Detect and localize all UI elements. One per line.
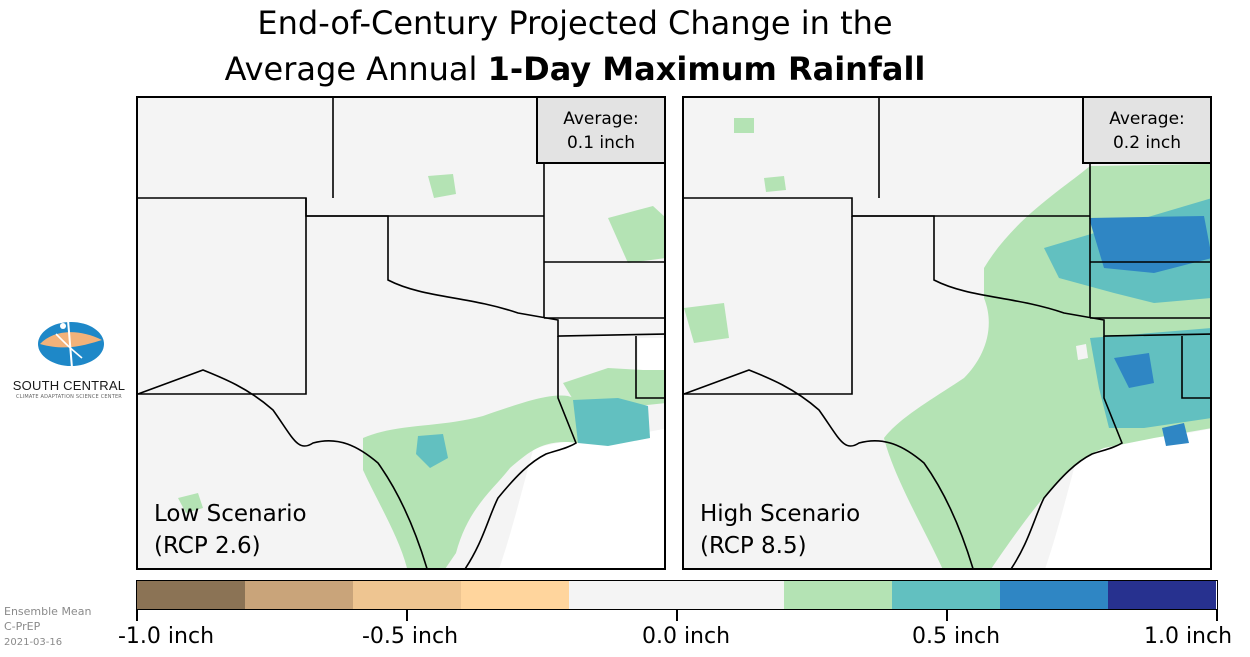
colorbar-segment bbox=[892, 581, 1001, 609]
colorbar-segment bbox=[1108, 581, 1216, 609]
scenario-label: Low Scenario (RCP 2.6) bbox=[154, 498, 307, 562]
colorbar-tick bbox=[1216, 610, 1218, 621]
scenario-rcp: (RCP 8.5) bbox=[700, 533, 807, 559]
colorbar-tick-label: 0.0 inch bbox=[641, 624, 731, 649]
colorbar-tick bbox=[946, 610, 948, 621]
average-value: 0.1 inch bbox=[566, 133, 636, 153]
south-central-logo-icon bbox=[38, 319, 104, 369]
scenario-label: High Scenario (RCP 8.5) bbox=[700, 498, 860, 562]
title-bold-part: 1-Day Maximum Rainfall bbox=[487, 50, 926, 88]
colorbar-tick bbox=[676, 610, 678, 621]
footer-date: 2021-03-16 bbox=[4, 637, 63, 648]
colorbar-tick-label: 1.0 inch bbox=[1143, 624, 1233, 649]
map-title-line2: Average Annual 1-Day Maximum Rainfall bbox=[0, 50, 1250, 88]
average-box: Average: 0.2 inch bbox=[1082, 98, 1210, 164]
colorbar-segment bbox=[460, 581, 569, 609]
scenario-rcp: (RCP 2.6) bbox=[154, 533, 261, 559]
average-label: Average: bbox=[563, 109, 639, 129]
average-value: 0.2 inch bbox=[1112, 133, 1182, 153]
colorbar-tick bbox=[406, 610, 408, 621]
colorbar-tick-label: -1.0 inch bbox=[117, 624, 215, 649]
map-title-line1: End-of-Century Projected Change in the bbox=[257, 4, 893, 42]
colorbar-segment bbox=[137, 581, 245, 609]
colorbar-tick-label: -0.5 inch bbox=[361, 624, 459, 649]
colorbar-segment bbox=[1000, 581, 1109, 609]
average-box: Average: 0.1 inch bbox=[536, 98, 664, 164]
colorbar-segment bbox=[568, 581, 677, 609]
logo-name: SOUTH CENTRAL bbox=[12, 378, 126, 393]
high-scenario-map-drawing bbox=[684, 98, 1210, 568]
average-label: Average: bbox=[1109, 109, 1185, 129]
colorbar-segment bbox=[244, 581, 353, 609]
high-scenario-map: Average: 0.2 inch High Scenario (RCP 8.5… bbox=[682, 96, 1212, 570]
colorbar-segment bbox=[352, 581, 461, 609]
colorbar-tick-label: 0.5 inch bbox=[911, 624, 1001, 649]
colorbar-segment bbox=[676, 581, 785, 609]
scenario-name: High Scenario bbox=[700, 501, 861, 527]
low-scenario-map-drawing bbox=[138, 98, 664, 568]
low-scenario-map: Average: 0.1 inch Low Scenario (RCP 2.6) bbox=[136, 96, 666, 570]
title-normal-part: Average Annual bbox=[224, 50, 488, 88]
colorbar-tick bbox=[136, 610, 138, 621]
scenario-name: Low Scenario bbox=[154, 501, 307, 527]
footer-source: C-PrEP bbox=[4, 620, 41, 633]
colorbar-segment bbox=[784, 581, 893, 609]
logo-subtitle: CLIMATE ADAPTATION SCIENCE CENTER bbox=[16, 394, 122, 400]
colorbar bbox=[136, 580, 1218, 610]
footer-ensemble: Ensemble Mean bbox=[4, 605, 92, 618]
